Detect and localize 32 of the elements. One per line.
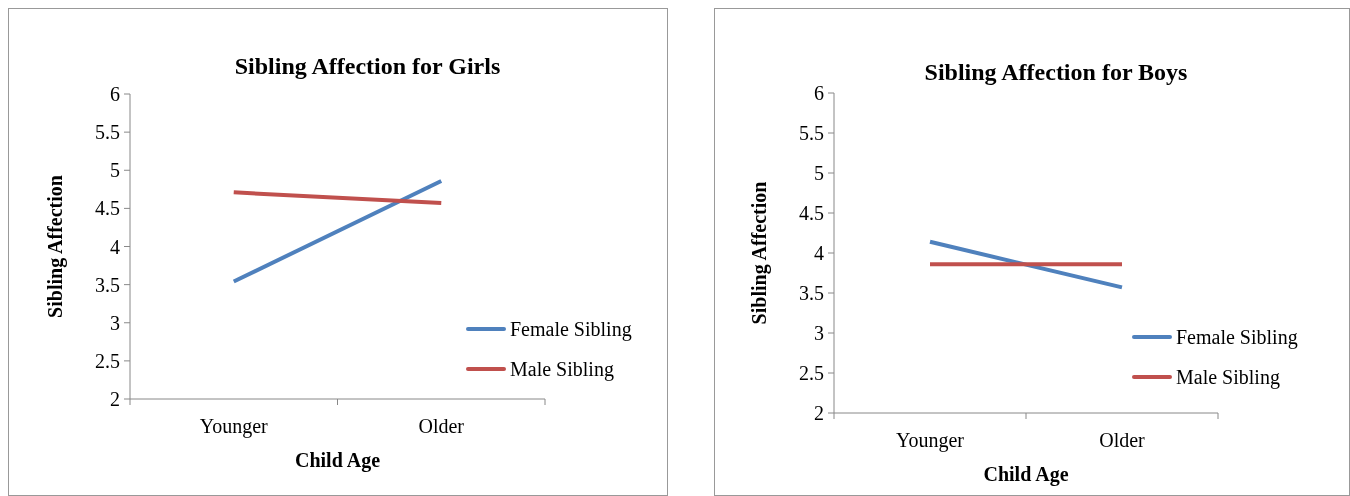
y-tick-label: 4 (110, 235, 120, 258)
y-tick-label: 5 (110, 159, 120, 182)
y-tick-label: 3 (814, 322, 824, 344)
chart-title: Sibling Affection for Boys (924, 59, 1188, 85)
y-tick-label: 4 (814, 242, 824, 264)
chart-title: Sibling Affection for Girls (234, 53, 501, 79)
y-tick-label: 3.5 (799, 282, 824, 304)
y-tick-label: 5 (814, 162, 824, 184)
x-tick-label: Older (1099, 429, 1146, 451)
y-tick-label: 4.5 (95, 197, 120, 220)
y-tick-label: 6 (814, 82, 824, 104)
y-tick-label: 6 (110, 83, 120, 105)
x-axis-title: Child Age (983, 463, 1069, 486)
legend-label: Male Sibling (1176, 366, 1280, 389)
x-tick-label: Younger (199, 415, 269, 438)
y-tick-label: 2.5 (95, 349, 120, 372)
x-tick-label: Younger (896, 429, 965, 452)
y-tick-label: 2 (110, 388, 120, 410)
y-tick-label: 3 (110, 311, 120, 334)
y-tick-label: 5.5 (95, 121, 120, 144)
y-tick-label: 2.5 (799, 362, 824, 384)
y-tick-label: 5.5 (799, 122, 824, 144)
legend-label: Female Sibling (510, 318, 632, 341)
y-tick-label: 3.5 (95, 273, 120, 296)
legend-label: Male Sibling (510, 358, 614, 381)
y-axis-title: Sibling Affection (748, 181, 771, 325)
y-axis-title: Sibling Affection (44, 175, 67, 318)
y-tick-label: 2 (814, 402, 824, 424)
y-tick-label: 4.5 (799, 202, 824, 224)
x-axis-title: Child Age (294, 449, 381, 472)
x-tick-label: Older (418, 415, 465, 437)
legend-label: Female Sibling (1176, 326, 1298, 349)
